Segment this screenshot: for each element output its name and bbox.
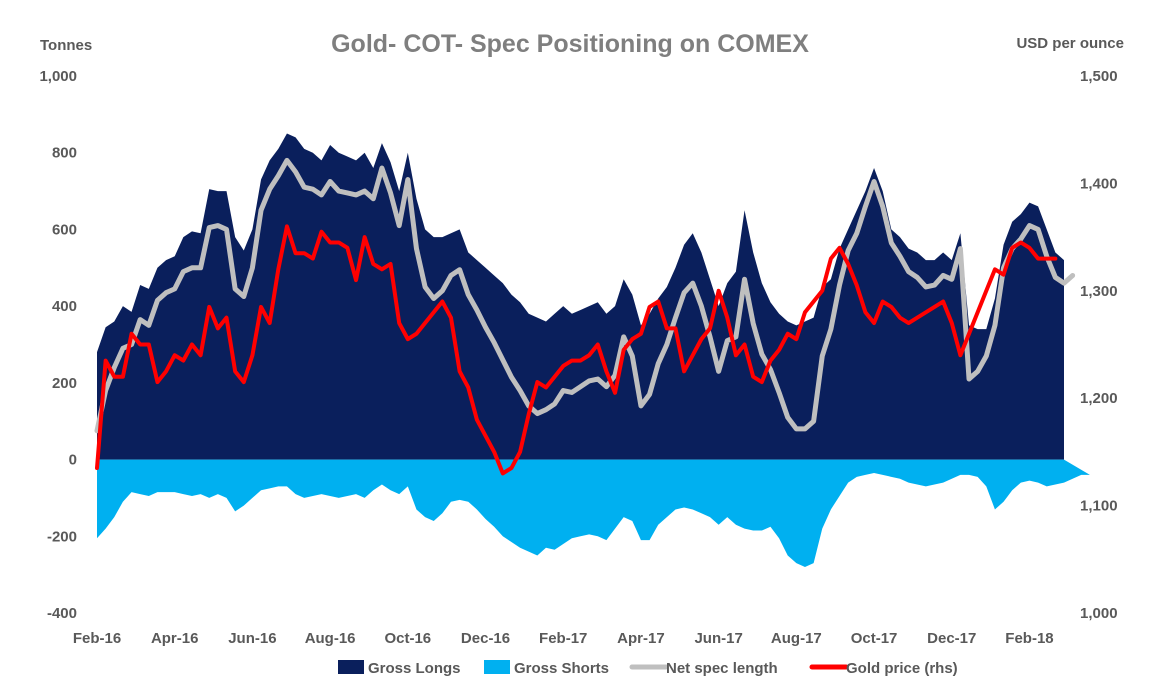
x-axis-ticks: Feb-16 Apr-16 Jun-16 Aug-16 Oct-16 Dec-16 Feb-… [73, 630, 1054, 647]
left-tick-label: 1,000 [39, 68, 77, 85]
left-tick-label: 400 [52, 298, 77, 315]
x-tick-label: Oct-16 [384, 630, 431, 647]
legend-swatch-gross-longs [338, 660, 364, 674]
right-tick-label: 1,200 [1080, 390, 1118, 407]
x-tick-label: Oct-17 [851, 630, 898, 647]
x-tick-label: Aug-16 [305, 630, 356, 647]
right-tick-label: 1,000 [1080, 605, 1118, 622]
legend: Gross Longs Gross Shorts Net spec length Go… [338, 660, 958, 677]
series-gold-price-rhs-line [95, 224, 1058, 476]
legend-label-gold-price-rhs: Gold price (rhs) [846, 660, 958, 677]
x-tick-label: Apr-17 [617, 630, 665, 647]
left-tick-label: 0 [69, 452, 77, 469]
right-axis-ticks: 1,500 1,400 1,300 1,200 1,100 1,000 [1080, 68, 1118, 622]
series-gross-shorts-area [97, 459, 1090, 567]
left-tick-label: 600 [52, 221, 77, 238]
left-tick-label: 200 [52, 375, 77, 392]
left-tick-label: -400 [47, 605, 77, 622]
left-axis-ticks: 1,000 800 600 400 200 0 -200 -400 [39, 68, 77, 622]
x-tick-label: Feb-18 [1005, 630, 1053, 647]
legend-label-gross-shorts: Gross Shorts [514, 660, 609, 677]
x-tick-label: Feb-17 [539, 630, 587, 647]
series-net-spec-length-line [94, 157, 1076, 434]
legend-label-gross-longs: Gross Longs [368, 660, 461, 677]
x-tick-label: Dec-16 [461, 630, 510, 647]
chart-title: Gold- COT- Spec Positioning on COMEX [331, 30, 809, 58]
legend-label-net-spec-length: Net spec length [666, 660, 778, 677]
right-axis-title: USD per ounce [1016, 35, 1124, 52]
right-tick-label: 1,400 [1080, 175, 1118, 192]
right-tick-label: 1,100 [1080, 498, 1118, 515]
left-axis-title: Tonnes [40, 37, 92, 54]
x-tick-label: Dec-17 [927, 630, 976, 647]
legend-swatch-gross-shorts [484, 660, 510, 674]
x-tick-label: Apr-16 [151, 630, 199, 647]
right-tick-label: 1,300 [1080, 283, 1118, 300]
x-tick-label: Aug-17 [771, 630, 822, 647]
series-gross-longs-area [97, 133, 1064, 460]
plot-area [94, 133, 1090, 567]
left-tick-label: 800 [52, 145, 77, 162]
x-tick-label: Jun-17 [694, 630, 742, 647]
right-tick-label: 1,500 [1080, 68, 1118, 85]
x-tick-label: Feb-16 [73, 630, 121, 647]
left-tick-label: -200 [47, 528, 77, 545]
x-tick-label: Jun-16 [228, 630, 276, 647]
